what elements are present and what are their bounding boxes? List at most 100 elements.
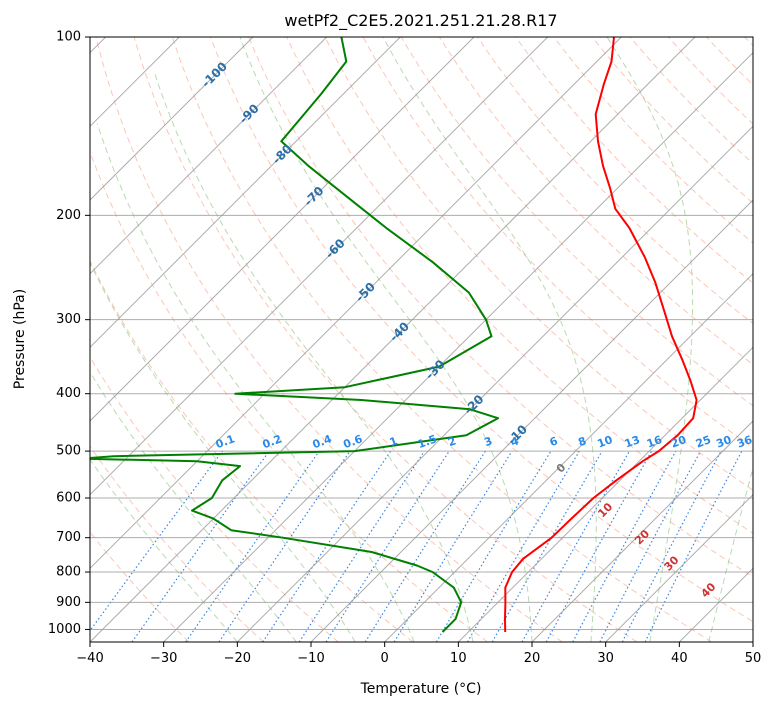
dry-adiabat [400,37,753,407]
chart-title: wetPf2_C2E5.2021.251.21.28.R17 [284,11,557,31]
moist-adiabat [90,370,297,642]
mixing-ratio-label: 0.1 [214,432,237,451]
moist-adiabat [90,261,356,642]
dry-adiabat [515,37,753,284]
x-axis-label: Temperature (°C) [360,681,482,697]
dry-adiabat [744,37,753,47]
dry-adiabat [171,37,712,642]
wetbulb-label: 30 [662,553,682,573]
moist-adiabat [606,37,694,642]
isotherm-gridline [457,346,753,642]
dry-adiabat [477,37,753,325]
plot-frame [89,36,754,643]
mixing-ratio-label: 0.4 [311,432,334,451]
temperature-profile [504,37,698,633]
mixing-ratio-line [393,450,513,642]
dry-adiabat [553,37,753,244]
moist-adiabat [708,465,753,642]
isotherm-gridline [90,37,475,422]
mixing-ratio-line [185,450,320,642]
mixing-ratio-line [90,450,223,632]
dry-adiabat [90,356,339,642]
mixing-ratio-label: 3 [482,434,494,449]
mixing-ratio-label: 36 [735,433,754,451]
mixing-ratio-line [545,450,653,642]
y-tick-label: 700 [56,530,81,545]
moist-adiabat [239,37,533,642]
mixing-ratio-label: 4 [509,434,521,449]
dry-adiabat [629,37,753,165]
x-tick-label: 10 [450,651,467,666]
dry-adiabat [90,259,414,642]
mixing-ratio-label: 0.2 [261,432,284,451]
y-tick-label: 100 [56,30,81,45]
mixing-ratio-line [599,450,702,642]
y-tick-label: 400 [56,386,81,401]
mixing-ratio-line [466,450,580,642]
y-tick-label: 900 [56,595,81,610]
series-layer [90,37,698,633]
mixing-ratio-label: 13 [623,433,642,450]
x-tick-label: 40 [671,651,688,666]
isotherm-label: -80 [270,142,295,167]
isotherm-label: -70 [301,184,326,209]
x-tick-label: 0 [381,651,389,666]
mixing-ratio-line [218,450,351,642]
mixing-ratio-line [131,450,270,642]
x-tick-label: −30 [150,651,177,666]
mixing-ratio-line [572,450,677,642]
wetbulb-label: 40 [698,580,718,600]
y-tick-label: 800 [56,565,81,580]
isotherm-gridline [236,125,753,642]
mixing-ratio-label: 10 [596,433,615,451]
mixing-ratio-line [364,450,486,642]
mixing-ratio-label: 0.6 [342,432,365,451]
x-tick-label: 30 [597,651,614,666]
isotherm-gridline [752,641,753,642]
isotherm-gridline [163,51,753,642]
dry-adiabat [95,37,563,642]
isotherm-gridline [90,37,622,570]
y-tick-label: 200 [56,208,81,223]
isotherm-gridline [384,272,753,642]
mixing-ratio-line [644,450,743,642]
dry-adiabat [248,37,753,578]
dry-adiabat [90,150,488,642]
isotherm-gridline [531,420,753,642]
dry-adiabat [591,37,753,204]
isotherm-gridline [605,493,753,642]
isotherm-gridline [90,37,254,201]
mixing-ratio-label: 30 [714,433,733,451]
dewpoint-profile [90,37,499,633]
wetbulb-label: 0 [554,461,569,476]
moist-adiabat [382,37,597,642]
y-tick-label: 500 [56,444,81,459]
moist-adiabat [154,72,474,642]
mixing-ratio-label: 1 [388,434,400,449]
mixing-ratio-line [435,450,552,642]
y-tick-label: 600 [56,491,81,506]
mixing-ratio-label: 20 [669,433,688,451]
isotherm-gridline [678,567,753,642]
dry-adiabat [706,37,753,86]
isotherm-gridline [90,37,401,349]
isotherm-gridline [90,37,549,496]
x-tick-label: −20 [224,651,251,666]
dry-adiabat [90,531,190,642]
isotherm-gridline [90,37,328,275]
mixing-ratio-line [298,450,425,642]
x-tick-label: 20 [524,651,541,666]
y-tick-label: 300 [56,312,81,327]
isotherm-label: -30 [423,357,448,382]
dry-adiabat [324,37,753,491]
mixing-ratio-label: 16 [645,433,664,451]
y-tick-label: 1000 [48,622,81,637]
mixing-ratio-line [325,450,450,642]
mixing-ratio-label: 1.5 [416,432,439,451]
moist-adiabat [96,123,415,642]
mixing-ratio-label: 25 [694,433,713,450]
grid-layer [90,37,753,642]
dry-adiabat [668,37,753,125]
dry-adiabat [133,37,638,642]
